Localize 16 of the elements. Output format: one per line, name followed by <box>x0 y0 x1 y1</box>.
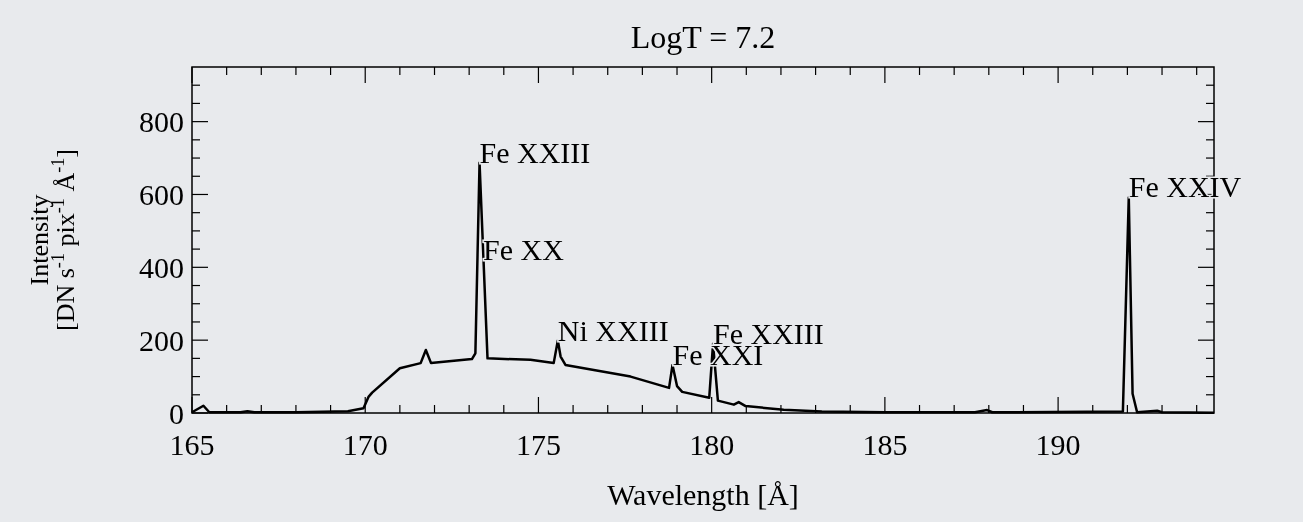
x-tick-label: 170 <box>342 428 388 461</box>
x-tick-label: 185 <box>862 428 908 461</box>
annotation: Fe XXIII <box>479 135 591 169</box>
chart-title: LogT = 7.2 <box>630 19 776 55</box>
annotation: Ni XXIII <box>557 313 669 347</box>
x-tick-label: 175 <box>515 428 561 461</box>
y-tick-label: 200 <box>139 323 184 357</box>
annotation: Fe XX <box>483 232 565 266</box>
x-tick-label: 190 <box>1035 428 1081 461</box>
x-tick-label: 180 <box>689 428 735 461</box>
x-axis-title: Wavelength [Å] <box>607 478 799 511</box>
x-tick-label: 165 <box>169 428 215 461</box>
y-tick-label: 0 <box>169 396 184 430</box>
y-tick-label: 400 <box>139 250 184 284</box>
y-tick-label: 600 <box>139 177 184 211</box>
y-tick-label: 800 <box>139 105 184 139</box>
